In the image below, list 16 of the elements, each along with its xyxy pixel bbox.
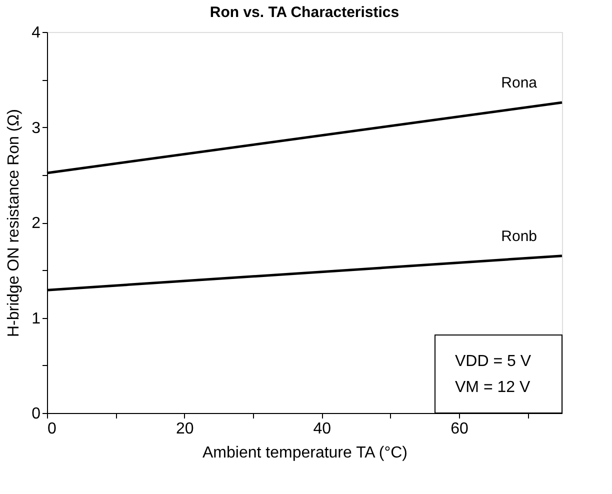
series-label: Rona — [501, 74, 538, 92]
x-tick-label: 20 — [176, 420, 194, 438]
x-tick-label: 60 — [450, 420, 468, 438]
x-tick-label: 0 — [48, 420, 56, 438]
series-label: Ronb — [501, 228, 537, 245]
y-tick-label: 1 — [32, 310, 41, 328]
annotation: VDD = 5 V — [455, 353, 532, 370]
x-axis-title: Ambient temperature TA (°C) — [202, 444, 408, 462]
x-tick-label: 40 — [313, 420, 332, 438]
annotation: VM = 12 V — [455, 379, 530, 396]
y-tick-label: 3 — [32, 120, 41, 137]
y-tick-label: 2 — [32, 215, 41, 232]
y-tick-label: 0 — [32, 406, 41, 422]
y-axis-title: H-bridge ON resistance Ron (Ω) — [6, 108, 23, 338]
chart-title: Ron vs. TA Characteristics — [210, 4, 400, 21]
y-tick-label: 4 — [32, 24, 41, 42]
